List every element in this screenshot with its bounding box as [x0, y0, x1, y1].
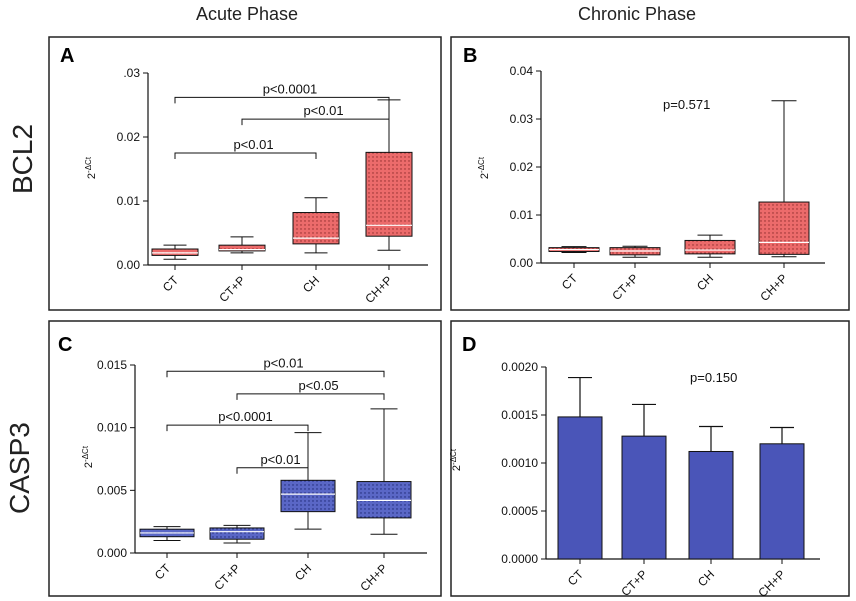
- comparison-bracket-c-1: [236, 393, 385, 400]
- panel-frame-a: [48, 36, 442, 311]
- x-tick-label-b-1: CT+P: [609, 271, 641, 303]
- y-tick-label-d-3: 0.0015: [501, 408, 538, 422]
- box-c-2: [280, 479, 336, 513]
- x-tick-label-b-2: CH: [694, 271, 716, 293]
- comparison-label-c-3: p<0.01: [260, 452, 300, 467]
- box-b-2: [684, 239, 736, 255]
- bar-d-1: [621, 435, 667, 560]
- x-tick-label-a-2: CH: [300, 273, 322, 295]
- comparison-label-a-1: p<0.01: [303, 103, 343, 118]
- panel-letter-a: A: [60, 45, 74, 67]
- chronic-phase-header: Chronic Phase: [578, 4, 697, 24]
- bar-d-2: [688, 450, 734, 560]
- y-tick-label-a-3: .03: [123, 66, 140, 80]
- bar-d-0: [557, 416, 603, 560]
- panel-frame-b: [450, 36, 850, 311]
- y-tick-label-d-4: 0.0020: [501, 360, 538, 374]
- box-c-3: [356, 481, 412, 519]
- y-tick-label-a-1: 0.01: [117, 194, 141, 208]
- y-axis-label-d: 2-ΔCt: [449, 448, 463, 471]
- box-a-1: [218, 244, 266, 252]
- x-tick-label-b-3: CH+P: [757, 271, 790, 304]
- comparison-bracket-a-2: [174, 152, 317, 159]
- y-tick-label-b-2: 0.02: [510, 160, 534, 174]
- x-tick-label-d-2: CH: [695, 567, 717, 589]
- y-tick-label-b-3: 0.03: [510, 112, 534, 126]
- pvalue-label-b: p=0.571: [663, 97, 710, 112]
- panel-letter-d: D: [462, 334, 476, 356]
- x-tick-label-a-1: CT+P: [216, 273, 248, 305]
- panel-frame-d: [450, 320, 850, 597]
- comparison-label-c-2: p<0.0001: [218, 409, 273, 424]
- comparison-bracket-c-2: [166, 424, 309, 432]
- y-tick-label-d-0: 0.0000: [501, 552, 538, 566]
- y-tick-label-d-1: 0.0005: [501, 504, 538, 518]
- panel-frame-c: [48, 320, 442, 597]
- comparison-label-a-2: p<0.01: [233, 137, 273, 152]
- y-tick-label-a-0: 0.00: [117, 258, 141, 272]
- x-tick-label-d-0: CT: [565, 567, 587, 589]
- y-tick-label-a-2: 0.02: [117, 130, 141, 144]
- comparison-label-c-1: p<0.05: [298, 378, 338, 393]
- comparison-label-a-0: p<0.0001: [263, 81, 318, 96]
- x-tick-label-a-0: CT: [160, 273, 182, 295]
- box-b-3: [758, 201, 810, 255]
- y-tick-label-b-1: 0.01: [510, 208, 534, 222]
- box-a-3: [365, 151, 413, 237]
- y-axis-label-b: 2-ΔCt: [477, 156, 491, 179]
- comparison-label-c-0: p<0.01: [263, 355, 303, 370]
- y-tick-label-d-2: 0.0010: [501, 456, 538, 470]
- comparison-bracket-c-3: [236, 467, 309, 474]
- acute-phase-header: Acute Phase: [196, 4, 299, 24]
- x-tick-label-d-3: CH+P: [755, 567, 788, 600]
- x-tick-label-c-3: CH+P: [357, 561, 390, 594]
- x-tick-label-a-3: CH+P: [362, 273, 395, 306]
- bar-d-3: [759, 443, 805, 560]
- x-tick-label-c-2: CH: [292, 561, 314, 583]
- comparison-bracket-a-0: [174, 96, 390, 104]
- y-tick-label-b-4: 0.04: [510, 64, 534, 78]
- y-tick-label-c-2: 0.010: [97, 421, 127, 435]
- panel-letter-b: B: [463, 45, 477, 67]
- x-tick-label-b-0: CT: [559, 271, 581, 293]
- y-axis-label-a: 2-ΔCt: [84, 156, 98, 179]
- box-a-2: [292, 212, 340, 245]
- y-tick-label-c-1: 0.005: [97, 483, 127, 497]
- x-tick-label-c-1: CT+P: [211, 561, 243, 593]
- comparison-bracket-a-1: [241, 118, 390, 126]
- box-c-1: [209, 527, 265, 540]
- x-tick-label-c-0: CT: [152, 561, 174, 583]
- y-axis-label-c: 2-ΔCt: [81, 445, 95, 468]
- y-tick-label-b-0: 0.00: [510, 256, 534, 270]
- y-tick-label-c-0: 0.000: [97, 546, 127, 560]
- y-tick-label-c-3: 0.015: [97, 358, 127, 372]
- x-tick-label-d-1: CT+P: [618, 567, 650, 599]
- panel-letter-c: C: [58, 334, 72, 356]
- comparison-bracket-c-0: [166, 370, 385, 378]
- pvalue-label-d: p=0.150: [690, 370, 737, 385]
- box-a-0: [151, 248, 199, 256]
